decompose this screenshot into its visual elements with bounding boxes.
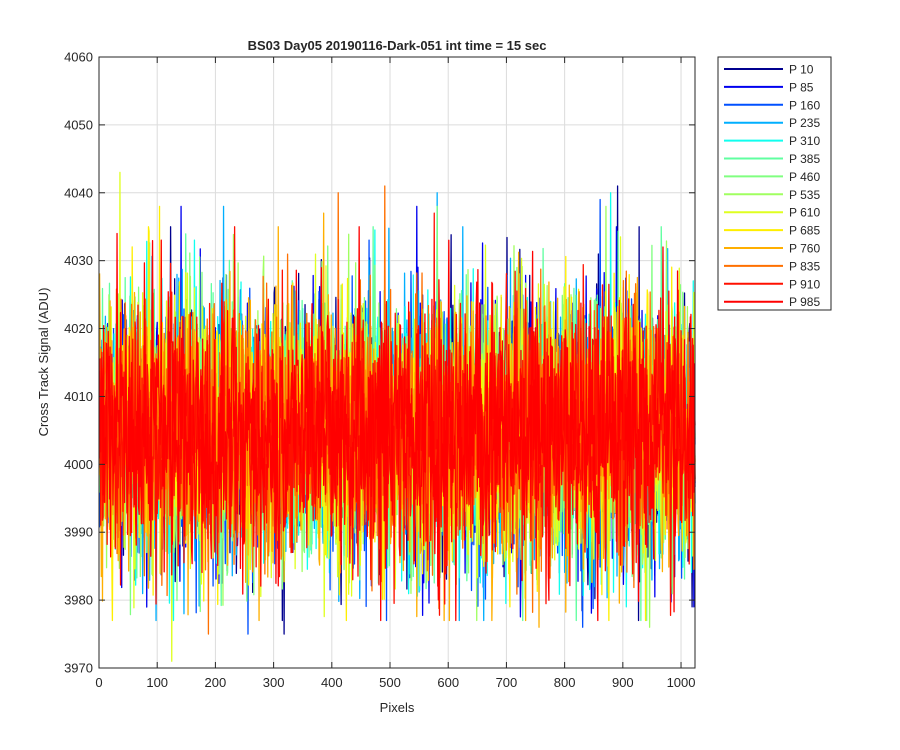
legend-label: P 385 [789, 152, 820, 166]
legend-item[interactable]: P 610 [724, 206, 820, 220]
legend-item[interactable]: P 535 [724, 188, 820, 202]
y-tick-label: 4020 [64, 321, 93, 336]
legend-item[interactable]: P 835 [724, 259, 820, 273]
x-tick-label: 0 [95, 675, 102, 690]
legend-item[interactable]: P 760 [724, 242, 820, 256]
legend-label: P 310 [789, 134, 820, 148]
legend-label: P 835 [789, 259, 820, 273]
y-tick-labels: 3970 3980 3990 4000 4010 4020 4030 4040 4050 4060 [64, 50, 93, 676]
legend-label: P 160 [789, 98, 820, 112]
legend-label: P 985 [789, 295, 820, 309]
legend-item[interactable]: P 160 [724, 98, 820, 112]
legend-item[interactable]: P 385 [724, 152, 820, 166]
legend-label: P 235 [789, 116, 820, 130]
y-tick-label: 3980 [64, 593, 93, 608]
x-axis-label: Pixels [380, 700, 415, 715]
legend-label: P 760 [789, 242, 820, 256]
legend-item[interactable]: P 235 [724, 116, 820, 130]
y-tick-label: 4060 [64, 50, 93, 65]
legend-item[interactable]: P 910 [724, 277, 820, 291]
x-tick-label: 300 [263, 675, 285, 690]
legend-item[interactable]: P 985 [724, 295, 820, 309]
y-tick-label: 4040 [64, 185, 93, 200]
x-tick-label: 100 [146, 675, 168, 690]
chart-title: BS03 Day05 20190116-Dark-051 int time = … [248, 38, 547, 53]
x-tick-label: 200 [205, 675, 227, 690]
series-line-p-910 [98, 212, 696, 617]
x-tick-label: 900 [612, 675, 634, 690]
legend-item[interactable]: P 310 [724, 134, 820, 148]
x-tick-label: 800 [554, 675, 576, 690]
x-tick-labels: 0 100 200 300 400 500 600 700 800 900 1000 [95, 675, 695, 690]
legend-label: P 910 [789, 277, 820, 291]
x-tick-label: 700 [496, 675, 518, 690]
legend-item[interactable]: P 460 [724, 170, 820, 184]
y-tick-label: 4000 [64, 457, 93, 472]
axes-box [98, 56, 696, 669]
series-lines [98, 171, 696, 662]
legend-item[interactable]: P 85 [724, 80, 814, 94]
legend-label: P 685 [789, 224, 820, 238]
y-tick-label: 4030 [64, 253, 93, 268]
legend-label: P 10 [789, 63, 814, 77]
y-tick-label: 4010 [64, 389, 93, 404]
x-tick-label: 400 [321, 675, 343, 690]
legend-item[interactable]: P 10 [724, 63, 814, 77]
legend-label: P 460 [789, 170, 820, 184]
legend-label: P 535 [789, 188, 820, 202]
y-tick-label: 3990 [64, 525, 93, 540]
x-tick-label: 600 [437, 675, 459, 690]
legend-item[interactable]: P 685 [724, 224, 820, 238]
y-tick-label: 4050 [64, 117, 93, 132]
x-tick-label: 500 [379, 675, 401, 690]
x-tick-label: 1000 [667, 675, 696, 690]
legend[interactable]: P 10 P 85 P 160 P 235 P 310 P 385 P 460 P 535 P … [717, 56, 832, 311]
legend-box [717, 56, 832, 311]
series-line-p-985 [98, 226, 696, 622]
legend-label: P 85 [789, 80, 814, 94]
y-axis-label: Cross Track Signal (ADU) [36, 288, 51, 437]
y-tick-label: 3970 [64, 661, 93, 676]
ticks [98, 56, 695, 669]
legend-label: P 610 [789, 206, 820, 220]
